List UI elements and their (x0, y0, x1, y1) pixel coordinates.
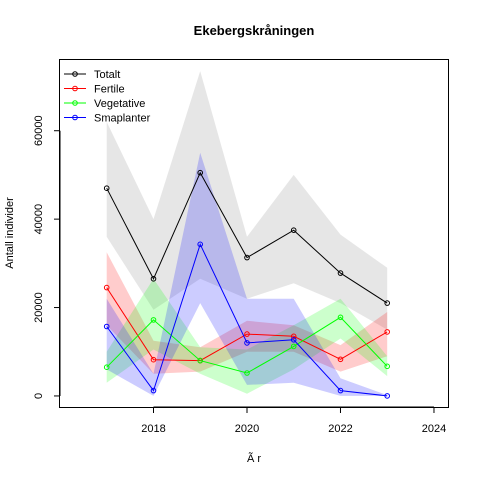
line-vegetative (106, 316, 388, 374)
point-totalt-2021 (290, 227, 297, 233)
point-totalt-2018 (150, 276, 157, 282)
legend-marker-smaplanter (72, 114, 78, 121)
y-tick-label-0: 0 (33, 393, 45, 399)
point-smaplanter-2017 (103, 323, 110, 330)
point-totalt-2022 (337, 270, 344, 276)
band-smaplanter (106, 152, 388, 396)
x-tick-label-2022: 2022 (328, 423, 352, 435)
series-lines (106, 171, 388, 397)
y-axis-label: Antall individer (4, 197, 16, 269)
point-fertile-2022 (337, 356, 344, 363)
point-vegetative-2023 (384, 363, 391, 370)
point-totalt-2023 (384, 300, 391, 306)
legend-marker-totalt (72, 71, 78, 77)
point-fertile-2020 (244, 331, 250, 337)
legend-label-fertile: Fertile (94, 84, 125, 96)
chart-title: Ekebergskråningen (194, 23, 315, 38)
point-vegetative-2018 (150, 317, 157, 323)
y-axis: 0 20000 40000 60000 (33, 115, 61, 399)
series-points (103, 169, 391, 399)
point-vegetative-2022 (337, 314, 344, 321)
x-tick-label-2020: 2020 (235, 423, 259, 435)
x-tick-label-2018: 2018 (141, 423, 165, 435)
point-vegetative-2017 (103, 364, 110, 371)
point-smaplanter-2022 (337, 387, 344, 394)
point-fertile-2018 (150, 356, 157, 363)
band-totalt (106, 71, 388, 330)
point-vegetative-2020 (244, 370, 250, 376)
legend: Totalt Fertile Vegetative Smaplanter (64, 69, 151, 125)
y-tick-label-20000: 20000 (33, 292, 45, 323)
legend-marker-vegetative (72, 100, 78, 106)
band-fertile (106, 252, 388, 374)
point-smaplanter-2020 (244, 340, 250, 346)
legend-marker-fertile (72, 85, 78, 92)
point-fertile-2021 (290, 333, 297, 340)
x-axis-label: Ã r (247, 452, 261, 465)
point-vegetative-2019 (197, 357, 203, 364)
x-axis: 2018 2020 2022 2024 (141, 406, 446, 435)
y-tick-label-40000: 40000 (33, 204, 45, 235)
legend-label-totalt: Totalt (94, 69, 120, 81)
line-smaplanter (106, 242, 388, 397)
point-totalt-2020 (244, 254, 250, 261)
point-smaplanter-2019 (197, 241, 203, 248)
point-smaplanter-2021 (290, 337, 297, 343)
point-fertile-2023 (384, 329, 391, 335)
point-totalt-2019 (197, 169, 203, 176)
line-totalt (106, 171, 388, 304)
legend-label-smaplanter: Smaplanter (94, 113, 151, 125)
point-vegetative-2021 (290, 343, 297, 350)
legend-label-vegetative: Vegetative (94, 98, 145, 110)
point-totalt-2017 (103, 185, 110, 191)
line-fertile (106, 287, 388, 362)
x-tick-label-2024: 2024 (422, 423, 446, 435)
point-smaplanter-2023 (384, 393, 391, 399)
point-smaplanter-2018 (150, 387, 157, 394)
y-tick-label-60000: 60000 (33, 115, 45, 146)
point-fertile-2017 (103, 284, 110, 291)
